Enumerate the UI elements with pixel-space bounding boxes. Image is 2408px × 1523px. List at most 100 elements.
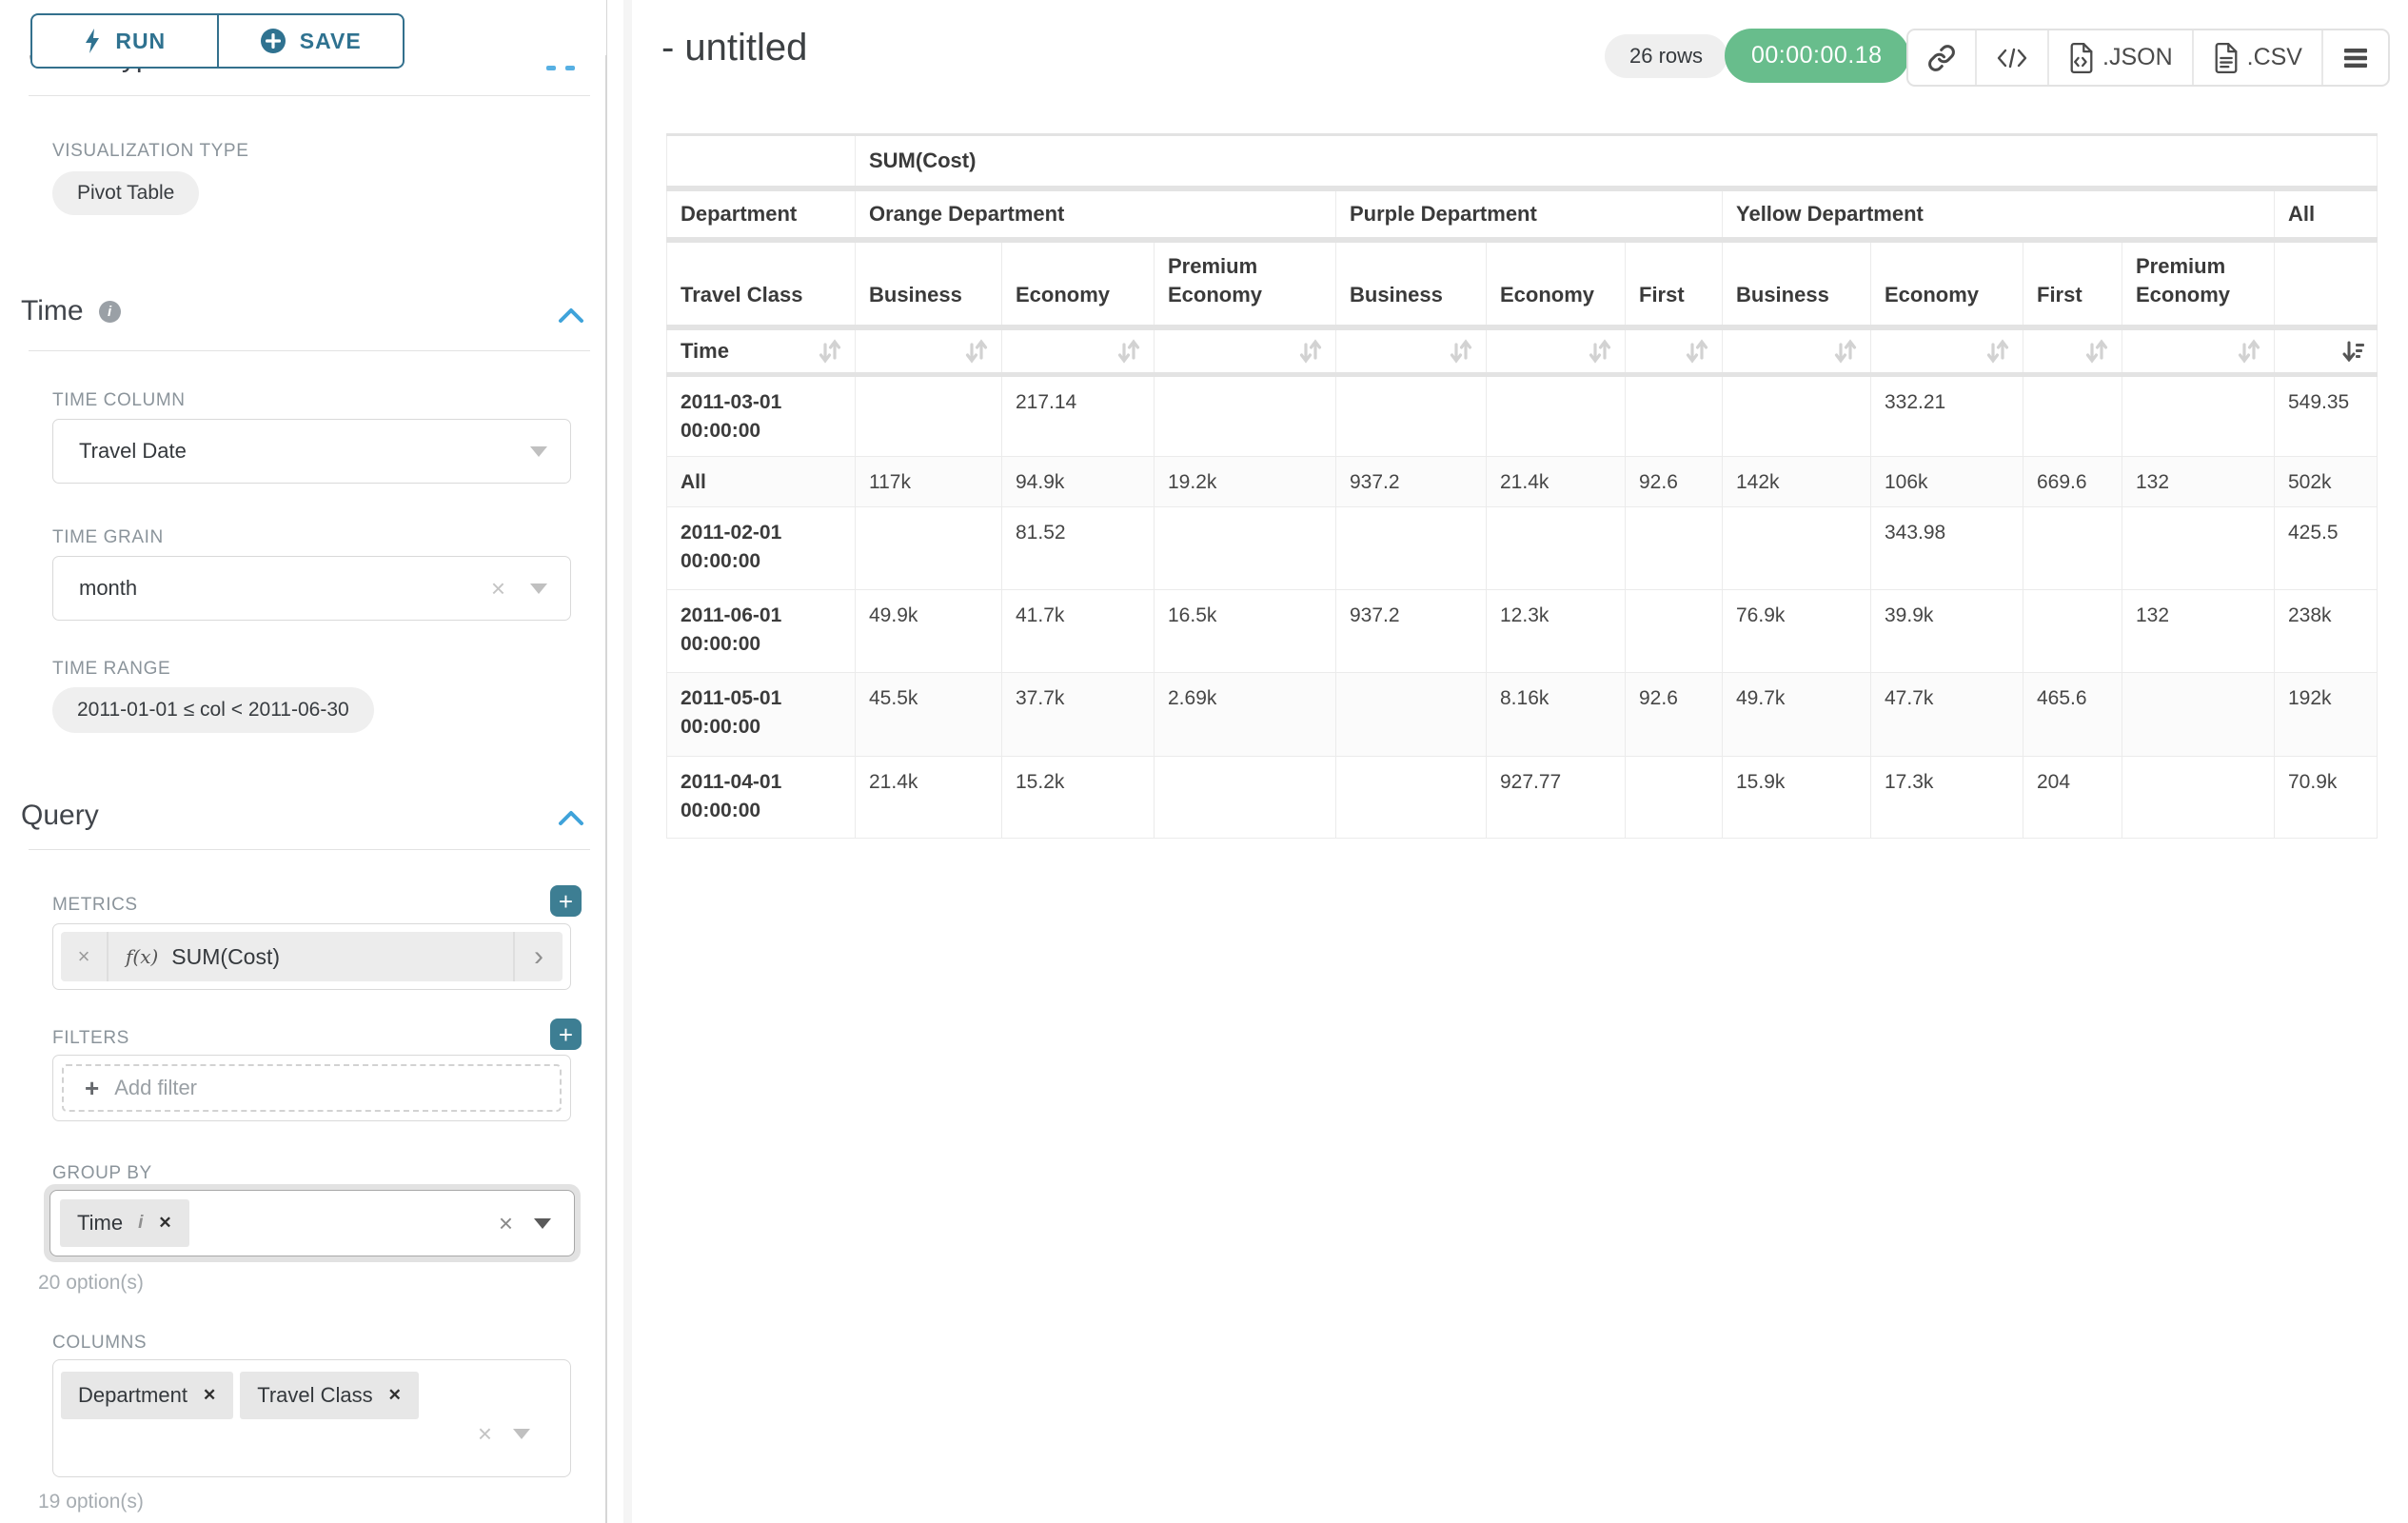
- groupby-tag[interactable]: Time i ✕: [60, 1199, 189, 1247]
- clear-icon[interactable]: ×: [477, 1419, 492, 1448]
- sort-arrows-icon[interactable]: [1832, 339, 1859, 364]
- info-circle-icon[interactable]: i: [98, 300, 121, 323]
- pivot-sort-header[interactable]: [2023, 326, 2122, 377]
- add-filter-button[interactable]: + Add filter: [62, 1064, 562, 1112]
- embed-code-button[interactable]: [1975, 30, 2047, 85]
- columns-tag[interactable]: Travel Class ✕: [240, 1372, 419, 1419]
- pivot-value-cell: 192k: [2273, 672, 2378, 757]
- sort-arrows-icon[interactable]: [1684, 339, 1710, 364]
- chevron-right-icon[interactable]: ›: [513, 932, 563, 981]
- export-json-button[interactable]: .JSON: [2047, 30, 2192, 85]
- time-grain-select[interactable]: month ×: [52, 556, 571, 621]
- section-divider: [29, 95, 590, 96]
- file-code-icon: [2070, 42, 2093, 73]
- sort-arrows-icon[interactable]: [817, 339, 843, 364]
- pivot-value-cell: [1625, 589, 1723, 673]
- pivot-sort-header-active[interactable]: [2273, 326, 2378, 377]
- pivot-value-cell: 21.4k: [1486, 456, 1626, 507]
- sort-arrows-icon[interactable]: [1587, 339, 1613, 364]
- viz-type-pill[interactable]: Pivot Table: [52, 171, 200, 215]
- pivot-value-cell: [855, 374, 1002, 457]
- pivot-sort-header[interactable]: [855, 326, 1002, 377]
- sort-arrows-icon[interactable]: [2236, 339, 2262, 364]
- pivot-value-cell: 2.69k: [1154, 672, 1336, 757]
- sort-arrows-icon[interactable]: [1984, 339, 2011, 364]
- sort-descending-icon[interactable]: [2340, 339, 2365, 364]
- pivot-class-header: Premium Economy: [2122, 239, 2275, 330]
- pivot-sort-header[interactable]: [1154, 326, 1336, 377]
- hamburger-menu-icon: [2343, 48, 2367, 68]
- time-column-select[interactable]: Travel Date: [52, 419, 571, 484]
- sort-arrows-icon[interactable]: [2083, 339, 2110, 364]
- remove-metric-icon[interactable]: ×: [61, 932, 109, 981]
- share-link-button[interactable]: [1908, 30, 1975, 85]
- pivot-sort-header[interactable]: [1625, 326, 1723, 377]
- run-button[interactable]: RUN: [32, 15, 217, 67]
- remove-tag-icon[interactable]: ✕: [387, 1386, 402, 1404]
- pivot-value-cell: 94.9k: [1001, 456, 1155, 507]
- columns-tag[interactable]: Department ✕: [61, 1372, 234, 1419]
- pivot-value-cell: [1154, 374, 1336, 457]
- columns-select[interactable]: Department ✕ Travel Class ✕ ×: [52, 1359, 571, 1477]
- pivot-value-cell: 217.14: [1001, 374, 1155, 457]
- time-collapse-chevron-up-icon[interactable]: [558, 307, 584, 326]
- pivot-sort-header[interactable]: [1335, 326, 1487, 377]
- time-range-pill[interactable]: 2011-01-01 ≤ col < 2011-06-30: [52, 687, 374, 733]
- pivot-class-header: Business: [1335, 239, 1487, 330]
- remove-tag-icon[interactable]: ✕: [158, 1214, 172, 1232]
- pivot-value-cell: 81.52: [1001, 506, 1155, 590]
- sort-arrows-icon[interactable]: [1448, 339, 1474, 364]
- pivot-dept-header: Orange Department: [855, 188, 1336, 243]
- export-button-group: .JSON .CSV: [1906, 29, 2390, 87]
- pivot-sort-header[interactable]: [1870, 326, 2023, 377]
- more-options-button[interactable]: [2320, 30, 2388, 85]
- pivot-value-cell: 39.9k: [1870, 589, 2023, 673]
- remove-tag-icon[interactable]: ✕: [202, 1386, 217, 1404]
- clear-icon[interactable]: ×: [498, 1208, 513, 1237]
- sort-arrows-icon[interactable]: [963, 339, 990, 364]
- pivot-row-header: All: [666, 456, 856, 507]
- add-filter-plus-button[interactable]: +: [550, 1019, 582, 1050]
- run-save-button-group: RUN SAVE: [30, 13, 405, 69]
- info-icon[interactable]: i: [138, 1213, 144, 1233]
- groupby-options-note: 20 option(s): [38, 1272, 144, 1294]
- sort-arrows-icon[interactable]: [1297, 339, 1324, 364]
- groupby-select[interactable]: Time i ✕ ×: [49, 1190, 575, 1256]
- pivot-value-cell: 142k: [1722, 456, 1871, 507]
- pivot-value-cell: [1486, 374, 1626, 457]
- caret-down-icon[interactable]: [513, 1429, 530, 1439]
- panel-divider: [605, 0, 607, 1523]
- query-section-label: Query: [21, 800, 99, 831]
- clear-icon[interactable]: ×: [490, 573, 505, 603]
- pivot-value-cell: [1335, 756, 1487, 839]
- pivot-sort-header[interactable]: [2122, 326, 2275, 377]
- query-collapse-chevron-up-icon[interactable]: [558, 809, 584, 828]
- save-button[interactable]: SAVE: [216, 15, 404, 67]
- add-metric-button[interactable]: +: [550, 885, 582, 917]
- caret-down-icon[interactable]: [534, 1217, 551, 1229]
- metric-pill[interactable]: × f(x) SUM(Cost) ›: [61, 932, 563, 981]
- query-section-heading: Query: [21, 800, 99, 832]
- pivot-sort-header[interactable]: [1486, 326, 1626, 377]
- filters-label: FILTERS: [52, 1028, 129, 1048]
- pivot-value-cell: 92.6: [1625, 672, 1723, 757]
- pivot-sort-header[interactable]: [1722, 326, 1871, 377]
- pivot-value-cell: 204: [2023, 756, 2122, 839]
- pivot-value-cell: [1154, 756, 1336, 839]
- pivot-value-cell: [1335, 506, 1487, 590]
- pivot-value-cell: [2122, 506, 2275, 590]
- scroll-gutter: [623, 0, 632, 1523]
- export-csv-label: .CSV: [2246, 44, 2302, 70]
- pivot-value-cell: [2023, 506, 2122, 590]
- caret-down-icon: [530, 583, 547, 594]
- code-icon: [1997, 48, 2027, 68]
- pivot-class-header: Business: [1722, 239, 1871, 330]
- pivot-sort-header[interactable]: [1001, 326, 1155, 377]
- export-csv-button[interactable]: .CSV: [2191, 30, 2321, 85]
- pivot-time-axis-label[interactable]: Time: [666, 326, 856, 377]
- sort-arrows-icon[interactable]: [1115, 339, 1142, 364]
- pivot-value-cell: [1335, 672, 1487, 757]
- chart-title[interactable]: - untitled: [661, 27, 808, 69]
- pivot-value-cell: 76.9k: [1722, 589, 1871, 673]
